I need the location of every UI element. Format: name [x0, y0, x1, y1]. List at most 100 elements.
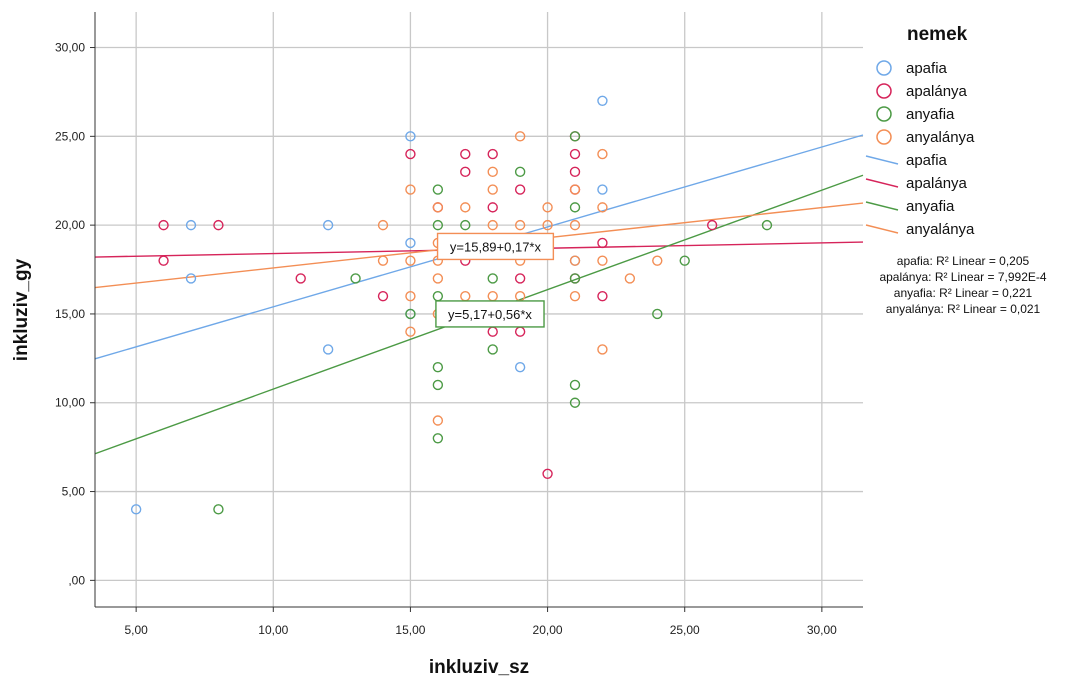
point-anyalánya	[569, 184, 581, 195]
point-anyafia	[432, 433, 444, 444]
point-apalánya	[514, 184, 526, 195]
point-apafia	[322, 344, 334, 355]
point-apafia	[185, 219, 197, 231]
point-anyalánya	[460, 202, 471, 213]
point-anyafia	[432, 379, 444, 391]
point-apalánya	[487, 148, 498, 160]
point-anyafia	[432, 290, 444, 302]
x-tick-label: 20,00	[533, 623, 563, 637]
point-anyalánya	[487, 184, 498, 195]
y-tick-label: 15,00	[55, 307, 85, 321]
legend-label: anyalánya	[906, 221, 975, 238]
legend-title: nemek	[907, 24, 968, 45]
x-tick-label: 30,00	[807, 623, 837, 637]
legend-label: anyafia	[906, 106, 955, 123]
point-apalánya	[487, 326, 498, 337]
x-tick-labels: 5,00 10,00 15,00 20,00 25,00 30,00	[124, 607, 837, 637]
point-apalánya	[377, 290, 389, 302]
r2-label-apafia: apafia: R² Linear = 0,205	[897, 254, 1030, 268]
legend-line-anyalánya	[865, 224, 899, 234]
point-anyalánya	[432, 273, 444, 284]
point-apalánya	[514, 326, 526, 337]
legend-label: apalánya	[906, 175, 968, 192]
point-apalánya	[158, 219, 169, 231]
point-anyalánya	[514, 131, 526, 142]
point-apalánya	[597, 237, 608, 249]
point-apafia	[130, 504, 142, 515]
y-tick-label: 10,00	[55, 396, 85, 410]
point-anyalánya	[597, 202, 608, 213]
point-anyalánya	[652, 255, 663, 266]
point-anyalánya	[432, 202, 444, 213]
point-anyalánya	[405, 326, 416, 337]
point-apalánya	[295, 273, 306, 284]
point-anyafia	[432, 362, 444, 373]
point-apafia	[514, 362, 526, 373]
point-anyalánya	[405, 255, 416, 266]
point-anyafia	[487, 344, 498, 355]
point-anyalánya	[624, 273, 636, 284]
point-anyafia	[569, 397, 581, 408]
point-anyalánya	[405, 290, 416, 302]
x-axis-title: inkluziv_sz	[429, 657, 529, 678]
legend-marker-anyalánya	[876, 129, 892, 145]
x-tick-label: 15,00	[395, 623, 425, 637]
point-apalánya	[460, 148, 471, 160]
point-anyalánya	[569, 255, 581, 266]
point-anyafia	[569, 273, 581, 284]
y-tick-labels: ,00 5,00 10,00 15,00 20,00 25,00 30,00	[55, 41, 95, 587]
point-apalánya	[569, 148, 581, 160]
equation-label: y=15,89+0,17*x	[450, 239, 542, 254]
legend-label: apafia	[906, 152, 948, 169]
point-anyalánya	[569, 219, 581, 231]
point-apalánya	[213, 219, 224, 231]
point-apalánya	[597, 290, 608, 302]
point-apafia	[405, 237, 416, 249]
y-tick-label: 25,00	[55, 129, 85, 143]
point-anyalánya	[542, 219, 553, 231]
point-anyafia	[569, 131, 581, 142]
point-apafia	[597, 184, 608, 195]
equation-box	[435, 300, 545, 328]
point-anyafia	[405, 308, 416, 320]
axes	[94, 12, 863, 608]
x-tick-label: 5,00	[124, 623, 148, 637]
point-anyalánya	[597, 344, 608, 355]
legend-marker-apalánya	[876, 83, 892, 99]
point-anyafia	[432, 184, 444, 195]
point-apalánya	[405, 148, 416, 160]
equation-label: y=5,17+0,56*x	[448, 307, 532, 322]
point-anyafia	[569, 202, 581, 213]
legend-marker-anyafia	[876, 106, 892, 122]
point-anyafia	[213, 504, 224, 515]
point-apalánya	[569, 166, 581, 178]
point-anyafia	[514, 166, 526, 178]
y-tick-label: 5,00	[62, 485, 86, 499]
equation-box	[436, 232, 555, 261]
r2-label-anyalánya: anyalánya: R² Linear = 0,021	[886, 302, 1041, 316]
point-anyafia	[350, 273, 361, 284]
y-tick-label: 30,00	[55, 41, 85, 55]
legend-label: apalánya	[906, 83, 968, 100]
point-apalánya	[514, 273, 526, 284]
point-apafia	[597, 95, 608, 107]
point-anyalánya	[487, 219, 498, 231]
point-anyafia	[761, 219, 773, 231]
point-apafia	[185, 273, 197, 284]
legend-line-apalánya	[865, 178, 899, 188]
point-anyalánya	[487, 166, 498, 178]
r2-label-apalánya: apalánya: R² Linear = 7,992E-4	[879, 270, 1046, 284]
point-apalánya	[158, 255, 169, 266]
x-tick-label: 10,00	[258, 623, 288, 637]
legend-label: anyalánya	[906, 129, 975, 146]
y-tick-label: ,00	[68, 573, 85, 587]
y-axis-title: inkluziv_gy	[11, 258, 32, 361]
x-tick-label: 25,00	[670, 623, 700, 637]
point-apafia	[405, 131, 416, 142]
legend: nemek apafia apalánya anyafia anyalánya apaf…	[865, 24, 975, 238]
point-anyalánya	[405, 184, 416, 195]
point-apalánya	[542, 468, 553, 479]
point-anyafia	[679, 255, 690, 266]
point-apalánya	[706, 219, 718, 231]
